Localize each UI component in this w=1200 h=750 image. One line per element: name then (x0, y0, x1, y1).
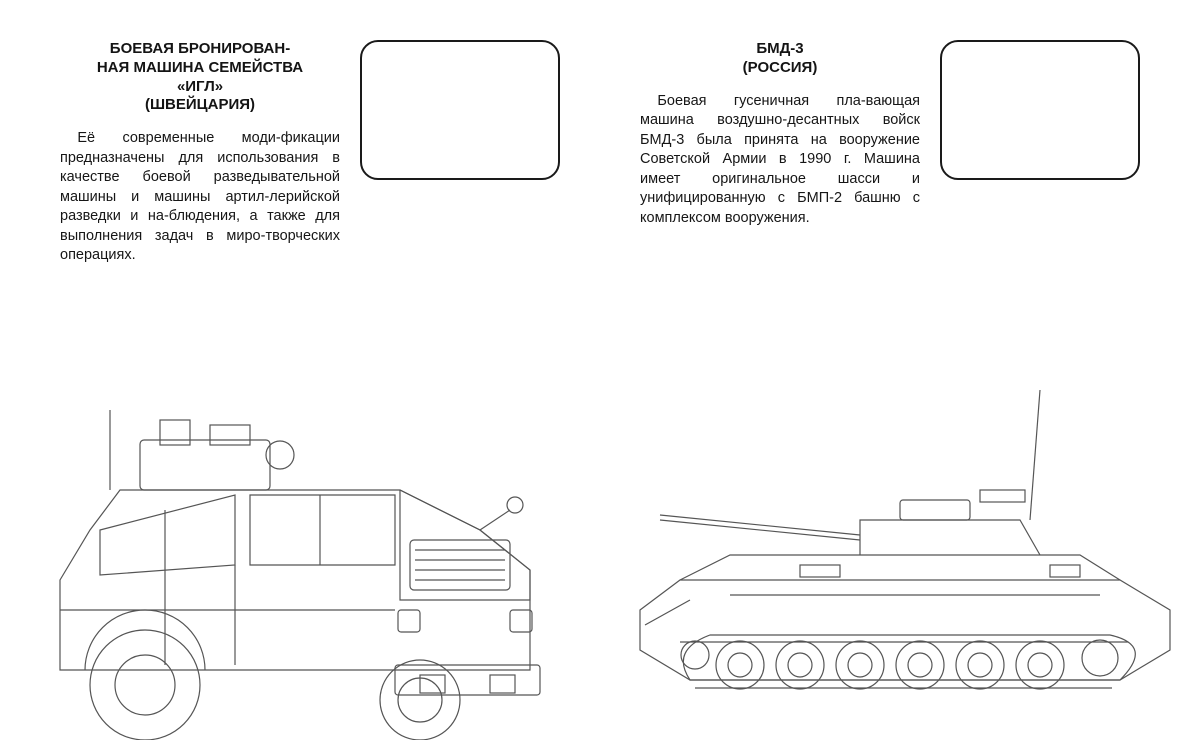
left-title: БОЕВАЯ БРОНИРОВАН-НАЯ МАШИНА СЕМЕЙСТВА«И… (60, 40, 340, 115)
armored-car-icon (0, 370, 600, 740)
right-vehicle-illustration (600, 370, 1200, 740)
left-color-swatch-box (360, 40, 560, 180)
left-panel: БОЕВАЯ БРОНИРОВАН-НАЯ МАШИНА СЕМЕЙСТВА«И… (0, 0, 600, 750)
left-text-column: БОЕВАЯ БРОНИРОВАН-НАЯ МАШИНА СЕМЕЙСТВА«И… (60, 40, 340, 266)
right-panel: БМД-3(РОССИЯ) Боевая гусеничная пла-вающ… (600, 0, 1200, 750)
page-spread: БОЕВАЯ БРОНИРОВАН-НАЯ МАШИНА СЕМЕЙСТВА«И… (0, 0, 1200, 750)
right-text-block: БМД-3(РОССИЯ) Боевая гусеничная пла-вающ… (640, 40, 1160, 228)
right-color-swatch-box (940, 40, 1140, 180)
left-vehicle-illustration (0, 370, 600, 740)
right-title: БМД-3(РОССИЯ) (640, 40, 920, 78)
right-description: Боевая гусеничная пла-вающая машина возд… (640, 92, 920, 229)
left-description: Её современные моди-фикации предназначен… (60, 129, 340, 266)
right-text-column: БМД-3(РОССИЯ) Боевая гусеничная пла-вающ… (640, 40, 920, 228)
left-text-block: БОЕВАЯ БРОНИРОВАН-НАЯ МАШИНА СЕМЕЙСТВА«И… (60, 40, 570, 266)
tracked-ifv-icon (600, 370, 1200, 740)
